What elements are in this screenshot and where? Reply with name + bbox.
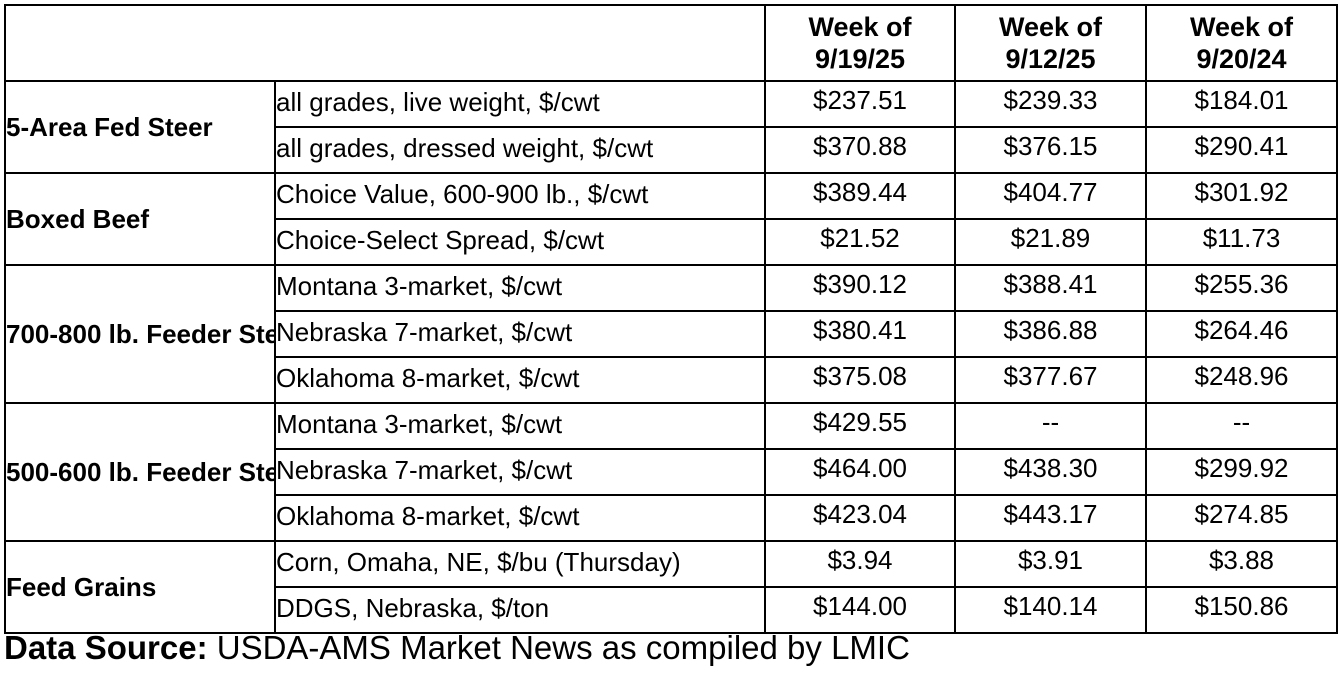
price-cell: $150.86: [1145, 586, 1338, 634]
table-row: Feed Grains Corn, Omaha, NE, $/bu (Thursd…: [4, 540, 1338, 634]
price-cell: $390.12: [764, 264, 956, 312]
price-cell: $404.77: [954, 172, 1147, 220]
price-cell: $264.46: [1145, 310, 1338, 358]
price-cell: $375.08: [764, 356, 956, 404]
group-label: 5-Area Fed Steer: [4, 80, 276, 174]
price-cell: $11.73: [1145, 218, 1338, 266]
table-row: Oklahoma 8-market, $/cwt $423.04 $443.17 $2…: [5, 494, 1338, 542]
column-header-line2: 9/12/25: [1005, 44, 1096, 74]
price-cell: $464.00: [764, 448, 956, 496]
price-cell: $255.36: [1145, 264, 1338, 312]
table-row: DDGS, Nebraska, $/ton $144.00 $140.14 $150.…: [5, 586, 1338, 634]
price-cell: $144.00: [764, 586, 956, 634]
price-cell: $443.17: [954, 494, 1147, 542]
group-label: Feed Grains: [4, 540, 276, 634]
price-cell: $377.67: [954, 356, 1147, 404]
price-cell: $386.88: [954, 310, 1147, 358]
table-row: Boxed Beef Choice Value, 600-900 lb., $/c…: [4, 172, 1338, 266]
table-row: all grades, dressed weight, $/cwt $370.88…: [5, 126, 1338, 174]
row-label: Choice Value, 600-900 lb., $/cwt: [274, 172, 766, 220]
row-label: Oklahoma 8-market, $/cwt: [274, 494, 766, 542]
price-cell: $301.92: [1145, 172, 1338, 220]
price-cell: $423.04: [764, 494, 956, 542]
price-cell: $21.52: [764, 218, 956, 266]
price-cell: $290.41: [1145, 126, 1338, 174]
data-source-text: USDA-AMS Market News as compiled by LMIC: [207, 629, 910, 666]
price-cell: $370.88: [764, 126, 956, 174]
price-cell: $274.85: [1145, 494, 1338, 542]
price-cell: $438.30: [954, 448, 1147, 496]
price-cell: $389.44: [764, 172, 956, 220]
row-label: Oklahoma 8-market, $/cwt: [274, 356, 766, 404]
column-header-week-1: Week of 9/19/25: [764, 4, 956, 82]
price-cell: $184.01: [1145, 80, 1338, 128]
price-cell: $140.14: [954, 586, 1147, 634]
table-row: Nebraska 7-market, $/cwt $464.00 $438.30 $2…: [5, 448, 1338, 496]
row-label: Corn, Omaha, NE, $/bu (Thursday): [274, 540, 766, 588]
row-label: all grades, live weight, $/cwt: [274, 80, 766, 128]
table-row: Choice-Select Spread, $/cwt $21.52 $21.89 $…: [5, 218, 1338, 266]
header-blank-cell: [4, 4, 766, 82]
price-cell: $21.89: [954, 218, 1147, 266]
table-row: 5-Area Fed Steer all grades, live weight,…: [4, 80, 1338, 174]
data-source-label: Data Source:: [4, 629, 208, 666]
price-cell: $239.33: [954, 80, 1147, 128]
column-header-week-2: Week of 9/12/25: [954, 4, 1147, 82]
row-label: Montana 3-market, $/cwt: [274, 264, 766, 312]
group-label: Boxed Beef: [4, 172, 276, 266]
price-cell: $3.88: [1145, 540, 1338, 588]
price-cell: $248.96: [1145, 356, 1338, 404]
data-source-note: Data Source: USDA-AMS Market News as com…: [4, 628, 910, 668]
price-cell: --: [954, 402, 1147, 450]
row-label: DDGS, Nebraska, $/ton: [274, 586, 766, 634]
price-cell: $380.41: [764, 310, 956, 358]
row-label: Choice-Select Spread, $/cwt: [274, 218, 766, 266]
row-label: Nebraska 7-market, $/cwt: [274, 310, 766, 358]
table-row: 700-800 lb. Feeder Steer Montana 3-market…: [4, 264, 1338, 404]
group-label: 500-600 lb. Feeder Steer: [4, 402, 276, 542]
column-header-week-3: Week of 9/20/24: [1145, 4, 1338, 82]
column-header-line1: Week of: [808, 12, 912, 42]
group-label: 700-800 lb. Feeder Steer: [4, 264, 276, 404]
column-header-line1: Week of: [1189, 12, 1294, 42]
table-row: Nebraska 7-market, $/cwt $380.41 $386.88 $2…: [5, 310, 1338, 358]
row-label: Nebraska 7-market, $/cwt: [274, 448, 766, 496]
price-cell: $3.94: [764, 540, 956, 588]
row-label: all grades, dressed weight, $/cwt: [274, 126, 766, 174]
table-body: 5-Area Fed Steer all grades, live weight,…: [4, 80, 1338, 634]
table-row: Oklahoma 8-market, $/cwt $375.08 $377.67 $2…: [5, 356, 1338, 404]
price-cell: $376.15: [954, 126, 1147, 174]
table-row: 500-600 lb. Feeder Steer Montana 3-market…: [4, 402, 1338, 542]
column-header-line1: Week of: [998, 12, 1103, 42]
row-label: Montana 3-market, $/cwt: [274, 402, 766, 450]
column-header-line2: 9/20/24: [1196, 44, 1287, 74]
price-cell: $388.41: [954, 264, 1147, 312]
price-cell: $237.51: [764, 80, 956, 128]
price-cell: --: [1145, 402, 1338, 450]
price-cell: $299.92: [1145, 448, 1338, 496]
price-table: Week of 9/19/25 Week of 9/12/25 Week of …: [4, 4, 1338, 634]
header-row: Week of 9/19/25 Week of 9/12/25 Week of …: [4, 4, 1338, 82]
price-cell: $429.55: [764, 402, 956, 450]
price-cell: $3.91: [954, 540, 1147, 588]
column-header-line2: 9/19/25: [814, 44, 906, 74]
